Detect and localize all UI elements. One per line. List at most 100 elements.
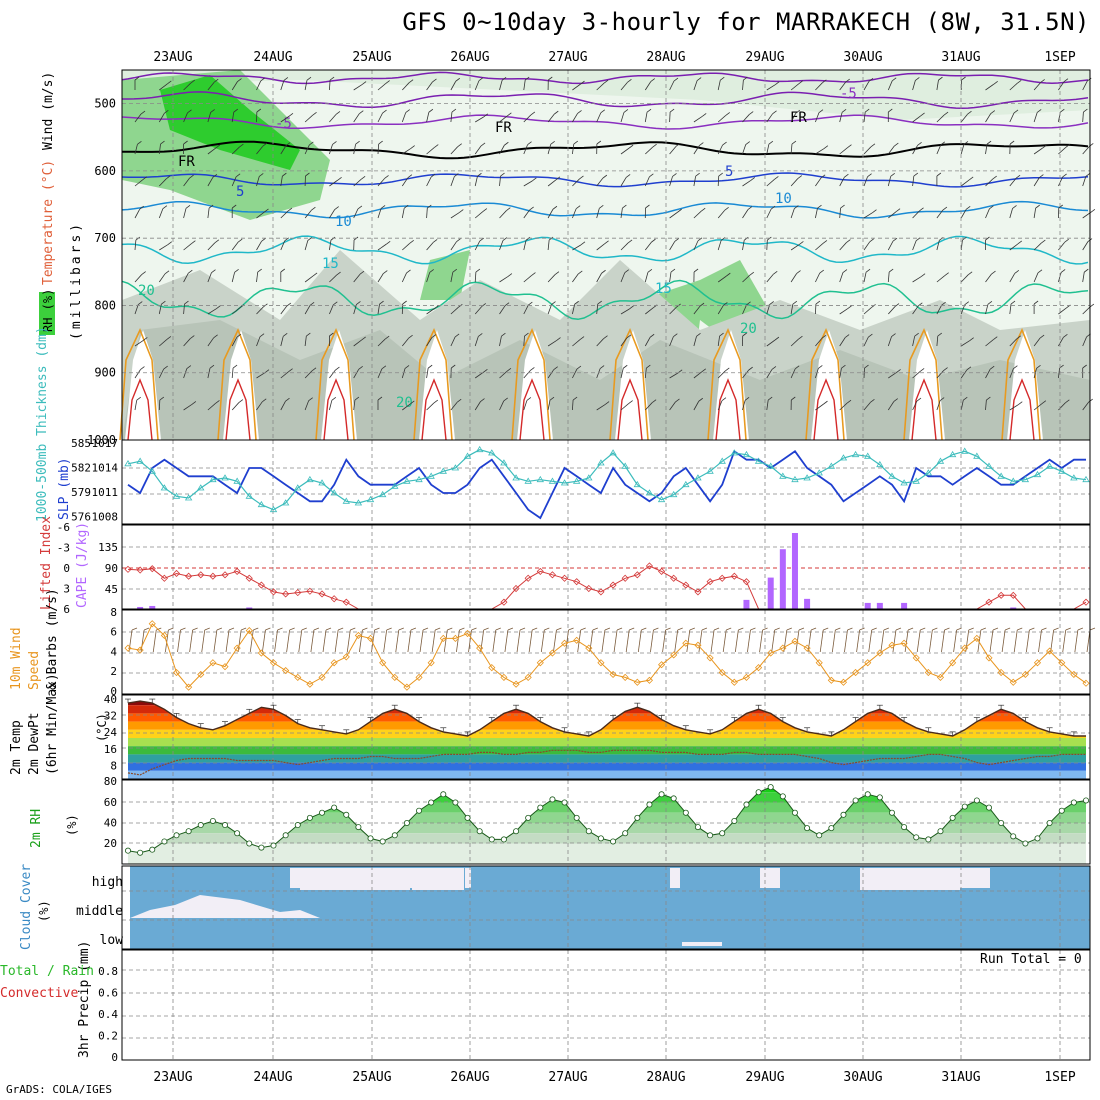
wind10m-point: [391, 673, 399, 681]
wind10m-point: [718, 668, 726, 677]
wind-barb-flag: [532, 177, 537, 182]
wind-barb-flag: [774, 336, 780, 341]
wind10m-barb-flag: [798, 627, 805, 631]
cape-tick: 90: [105, 562, 118, 575]
wind-barb: [450, 241, 457, 251]
wind-barb: [523, 370, 531, 379]
wind-barb-flag: [385, 240, 391, 245]
slp-tick: 1014: [92, 462, 119, 475]
wind-barb: [790, 112, 797, 123]
wind-barb-flag: [674, 238, 679, 242]
wind-barb: [1058, 307, 1067, 315]
wind-barb-flag: [429, 269, 434, 273]
wind-barb-flag: [872, 209, 877, 214]
contour-label: 20: [740, 321, 757, 337]
wind-barb-flag: [1064, 238, 1069, 243]
wind10m-barb-flag: [483, 627, 489, 631]
wind-barb: [887, 240, 894, 251]
wind-barb-flag: [774, 176, 779, 180]
wind-barb-flag: [993, 336, 998, 341]
wind-barb: [620, 308, 630, 315]
wind-barb-flag: [166, 175, 171, 180]
thickness-point: [572, 477, 581, 484]
wind-barb: [985, 83, 994, 91]
rh2m-point: [476, 828, 483, 835]
wind-barb: [888, 211, 897, 219]
wind-barb: [644, 241, 652, 251]
wind-barb: [839, 402, 848, 411]
wind-barb: [717, 115, 727, 123]
wind-barb: [474, 211, 484, 219]
ylabel-millibars: (millibars): [69, 221, 84, 340]
wind-barb-flag: [888, 108, 893, 113]
wind-barb: [669, 336, 674, 347]
wind-barb-flag: [337, 176, 342, 181]
wind-barb-flag: [356, 301, 361, 305]
rh2m-panel: 60 40 20 2m RH (%): [29, 779, 1091, 865]
li-point: [160, 574, 168, 582]
wind-barb-flag: [1086, 77, 1092, 82]
wind-barb: [134, 274, 142, 283]
wind-barb-flag: [891, 77, 897, 82]
wind-barb-flag: [919, 368, 925, 372]
cloud-clear-low: [682, 942, 722, 946]
rh2m-point: [537, 804, 544, 811]
wind-barb: [985, 144, 988, 155]
wind-barb: [717, 275, 727, 283]
wind-barb-flag: [407, 174, 413, 179]
precip-tick: 0.8: [98, 965, 118, 978]
thickness-point: [864, 452, 872, 459]
wind10m-point: [779, 644, 787, 652]
thickness-point: [682, 480, 690, 488]
wind-barb-flag: [134, 76, 140, 81]
wind-barb: [839, 147, 848, 155]
rh2m-point: [1010, 833, 1017, 840]
wind-barb-flag: [943, 111, 949, 116]
wind-barb: [207, 208, 210, 219]
temp-band: [128, 762, 1086, 771]
thickness-point: [257, 500, 266, 508]
wind-barb: [134, 179, 144, 187]
cape-tick: 135: [98, 541, 118, 554]
wind10m-barb: [710, 629, 715, 653]
wind-barb-flag: [360, 175, 366, 180]
wind-barb-flag: [191, 401, 197, 405]
ylabel-wind10m-speed: Speed: [27, 651, 42, 690]
wind-barb: [572, 339, 581, 347]
wind-barb-flag: [797, 175, 803, 179]
thickness-line: [127, 449, 1087, 511]
cloud-clear-mid: [130, 895, 320, 918]
wind-barb-flag: [257, 268, 262, 273]
wind-barb: [644, 81, 652, 91]
wind-barb-flag: [847, 144, 852, 149]
wind-barb: [717, 370, 726, 379]
wind-barb: [231, 146, 240, 155]
wind10m-point: [342, 653, 350, 661]
wind-barb: [669, 80, 675, 91]
wind-barb-flag: [382, 109, 387, 114]
thickness-point: [961, 447, 969, 454]
wind-barb: [474, 116, 484, 123]
wind-barb: [766, 179, 775, 187]
wind-barb-flag: [306, 332, 311, 337]
wind-barb-flag: [1039, 174, 1044, 178]
wind-barb: [207, 147, 217, 155]
warm-lobe: [517, 330, 553, 440]
wind10m-point: [330, 659, 338, 667]
wind10m-barb: [965, 629, 970, 653]
chart-title: GFS 0~10day 3-hourly for MARRAKECH (8W, …: [402, 8, 1090, 36]
wind-barb-flag: [1083, 108, 1088, 113]
temp-band: [128, 746, 1086, 755]
wind-barb: [1058, 402, 1066, 411]
wind-barb-flag: [865, 268, 871, 273]
wind-barb-flag: [961, 76, 966, 81]
wind10m-point: [633, 678, 641, 686]
wind-barb-flag: [215, 144, 221, 149]
wind-barb: [353, 113, 360, 123]
rh2m-point: [258, 844, 265, 851]
wind-barb-flag: [577, 110, 582, 114]
wind-barb-flag: [164, 110, 169, 114]
thickness-point: [609, 449, 617, 456]
wind-barb-flag: [504, 141, 509, 146]
li-point: [1009, 591, 1017, 599]
